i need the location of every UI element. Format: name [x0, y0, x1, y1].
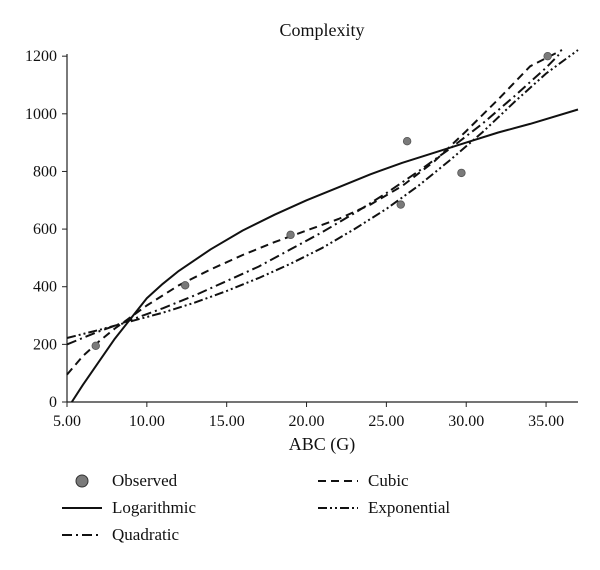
x-tick-label: 15.00: [209, 413, 245, 430]
observed-point: [180, 281, 190, 290]
series-line-logarithmic: [70, 108, 579, 403]
legend: Observed Cubic Logarithmic Exponential Quadr…: [62, 471, 450, 544]
y-axis-ticks: 0 200 400 600 800 1000 1200: [25, 48, 67, 411]
legend-label: Logarithmic: [112, 498, 196, 517]
y-tick-label: 1000: [25, 106, 57, 123]
legend-label: Exponential: [368, 498, 450, 517]
y-tick-label: 0: [49, 394, 57, 411]
x-tick-label: 10.00: [129, 413, 165, 430]
y-tick-label: 200: [33, 336, 57, 353]
series-line-exponential: [66, 49, 579, 339]
x-tick-label: 25.00: [368, 413, 404, 430]
series-line-quadratic: [66, 54, 560, 346]
x-tick-label: 35.00: [528, 413, 564, 430]
legend-label: Quadratic: [112, 525, 179, 544]
x-tick-label: 20.00: [289, 413, 325, 430]
legend-label: Observed: [112, 471, 178, 490]
legend-item-exponential: Exponential: [318, 498, 450, 517]
observed-point: [402, 136, 412, 146]
x-axis: 5.00 10.00 15.00 20.00 25.00 30.00 35.00: [53, 401, 578, 430]
y-tick-label: 400: [33, 279, 57, 296]
x-tick-label: 30.00: [448, 413, 484, 430]
legend-item-observed: Observed: [75, 471, 178, 490]
series-line-cubic: [66, 49, 563, 376]
x-axis-ticks: 5.00 10.00 15.00 20.00 25.00 30.00 35.00: [53, 402, 564, 430]
legend-swatch: [75, 474, 89, 488]
legend-item-logarithmic: Logarithmic: [62, 498, 196, 517]
observed-point: [286, 230, 295, 240]
chart-title: Complexity: [280, 20, 365, 40]
y-tick-label: 800: [33, 163, 57, 180]
observed-point: [396, 200, 405, 209]
x-tick-label: 5.00: [53, 413, 81, 430]
observed-point: [91, 341, 100, 351]
legend-item-quadratic: Quadratic: [62, 525, 179, 544]
legend-label: Cubic: [368, 471, 409, 490]
y-tick-label: 1200: [25, 48, 57, 65]
legend-item-cubic: Cubic: [318, 471, 409, 490]
plot-area: [66, 49, 579, 403]
observed-point: [457, 168, 466, 178]
y-axis: 0 200 400 600 800 1000 1200: [25, 48, 68, 411]
x-axis-title: ABC (G): [289, 434, 356, 455]
observed-point: [543, 51, 552, 61]
y-tick-label: 600: [33, 221, 57, 238]
